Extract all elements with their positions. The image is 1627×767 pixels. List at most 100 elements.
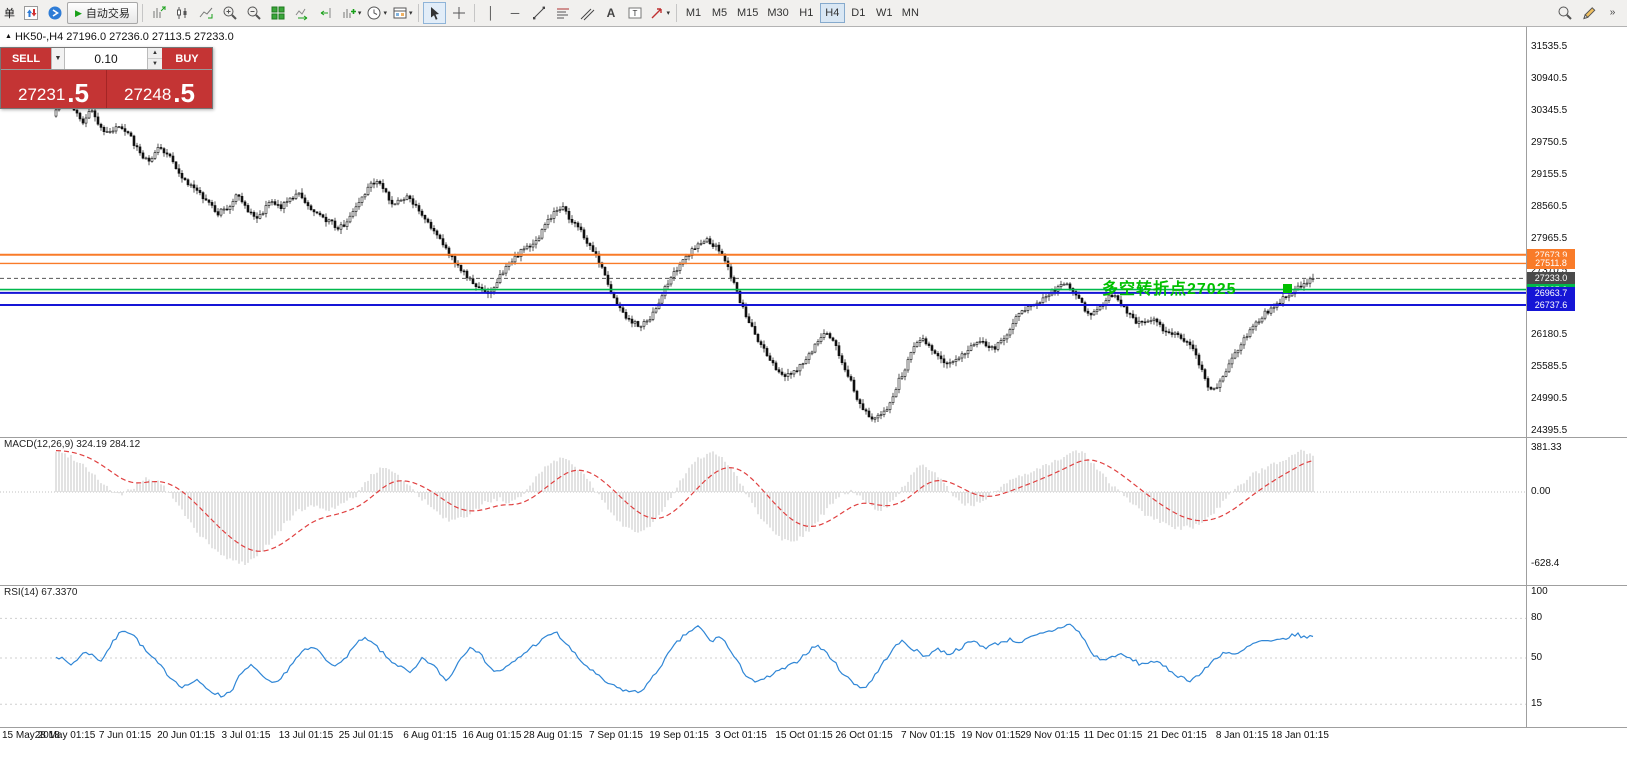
time-axis-label: 21 Dec 01:15 (1147, 730, 1207, 741)
toolbar-separator (675, 4, 677, 22)
level-price-tag: 27025.2 (1527, 283, 1575, 296)
search-button[interactable] (1553, 2, 1576, 24)
cursor-button[interactable] (423, 2, 447, 24)
dropdown-caret-icon: ▾ (666, 10, 670, 17)
bar-chart-button[interactable] (147, 2, 170, 24)
toolbar-separator (418, 4, 420, 22)
volume-decrease-button[interactable]: ▼ (148, 59, 162, 69)
sell-price-pips: .5 (67, 77, 89, 108)
candlestick-chart-button[interactable] (171, 2, 194, 24)
chart-shift-button[interactable] (315, 2, 338, 24)
expert-advisors-button[interactable] (43, 2, 66, 24)
time-axis-label: 28 Aug 01:15 (523, 730, 583, 741)
pivot-annotation-text[interactable]: 多空转折点27025 (1102, 281, 1237, 298)
rsi-axis-label: 15 (1531, 698, 1543, 710)
pencil-icon (1582, 7, 1595, 20)
macd-indicator-canvas[interactable] (0, 437, 1527, 585)
volume-increase-button[interactable]: ▲ (148, 48, 162, 59)
periods-button[interactable]: ▾ (364, 2, 389, 24)
auto-scroll-icon (296, 8, 308, 21)
macd-axis-label: 0.00 (1531, 486, 1551, 497)
time-axis-label: 20 Jun 01:15 (157, 730, 215, 741)
fibonacci-button[interactable] (551, 2, 574, 24)
time-axis-label: 3 Jul 01:15 (221, 730, 271, 741)
horizontal-line-button[interactable]: ─ (503, 2, 526, 24)
crosshair-button[interactable] (447, 2, 470, 24)
timeframe-h4[interactable]: H4 (819, 3, 845, 23)
timeframe-mn[interactable]: MN (898, 3, 923, 23)
timeframe-group: M1 M5 M15 M30 H1 H4 D1 W1 MN (681, 3, 923, 23)
tile-windows-icon (271, 6, 285, 20)
sell-price-button[interactable]: 27231.5 (1, 70, 107, 108)
line-chart-button[interactable] (195, 2, 218, 24)
cursor-icon (430, 7, 439, 20)
price-axis-label: 28560.5 (1531, 201, 1568, 212)
sell-button[interactable]: SELL (1, 48, 51, 69)
edit-button[interactable] (1577, 2, 1600, 24)
macd-signal-line (55, 450, 1314, 552)
text-label-icon: T (628, 7, 642, 19)
timeframe-h1[interactable]: H1 (794, 3, 819, 23)
equidistant-channel-button[interactable] (575, 2, 598, 24)
zoom-out-icon (247, 6, 262, 20)
search-icon (1558, 6, 1572, 20)
price-axis-label: 29750.5 (1531, 137, 1568, 148)
buy-price-button[interactable]: 27248.5 (107, 70, 212, 108)
time-axis-label: 8 Jan 01:15 (1215, 730, 1269, 741)
arrows-icon (651, 8, 663, 19)
macd-panel-separator[interactable] (0, 437, 1627, 438)
main-toolbar: 单 ▶ 自动交易 ▾ ▾ ▾ │ ─ A T ▾ M1 M5 M15 M30 H1 H4 D1… (0, 0, 1627, 27)
svg-text:T: T (633, 9, 638, 18)
toolbar-overflow-button[interactable]: » (1601, 2, 1624, 24)
macd-indicator-label: MACD(12,26,9) 324.19 284.12 (4, 439, 141, 450)
time-axis-label: 3 Oct 01:15 (715, 730, 767, 741)
rsi-line (55, 623, 1314, 698)
candlestick-chart-canvas[interactable] (0, 27, 1527, 437)
templates-icon (393, 7, 407, 19)
rsi-axis-label: 80 (1531, 612, 1543, 624)
timeframe-m1[interactable]: M1 (681, 3, 706, 23)
text-label-button[interactable]: T (623, 2, 646, 24)
vertical-line-button[interactable]: │ (479, 2, 502, 24)
chart-shift-icon (321, 8, 331, 18)
zoom-in-button[interactable] (219, 2, 242, 24)
new-order-button[interactable] (19, 2, 42, 24)
crosshair-icon (452, 7, 465, 19)
timeframe-w1[interactable]: W1 (872, 3, 897, 23)
timeframe-d1[interactable]: D1 (846, 3, 871, 23)
time-axis-label: 7 Nov 01:15 (901, 730, 955, 741)
price-axis-label: 24395.5 (1531, 425, 1568, 436)
auto-scroll-button[interactable] (291, 2, 314, 24)
tile-windows-button[interactable] (267, 2, 290, 24)
one-click-trading-panel: SELL ▼ ▲ ▼ BUY 27231.5 27248.5 (0, 47, 213, 109)
time-axis-label: 6 Aug 01:15 (403, 730, 457, 741)
sell-price: 27231 (18, 85, 66, 105)
indicators-button[interactable]: ▾ (339, 2, 364, 24)
volume-input[interactable] (65, 48, 147, 69)
level-price-tag: 26737.6 (1527, 299, 1575, 312)
time-axis-label: 13 Jul 01:15 (278, 730, 334, 741)
text-button[interactable]: A (599, 2, 622, 24)
trendline-button[interactable] (527, 2, 550, 24)
price-axis-label: 24990.5 (1531, 393, 1568, 404)
periods-clock-icon (367, 6, 381, 20)
buy-button[interactable]: BUY (162, 48, 212, 69)
toolbar-separator (141, 4, 143, 22)
timeframe-m5[interactable]: M5 (707, 3, 732, 23)
line-chart-icon (200, 7, 213, 19)
time-axis-label: 25 Jul 01:15 (338, 730, 394, 741)
timeframe-m30[interactable]: M30 (763, 3, 792, 23)
timeframe-m15[interactable]: M15 (733, 3, 762, 23)
time-axis-label: 18 Jan 01:15 (1271, 730, 1329, 741)
macd-axis-label: -628.4 (1531, 558, 1560, 570)
zoom-out-button[interactable] (243, 2, 266, 24)
macd-axis-label: 381.33 (1531, 442, 1562, 454)
dropdown-caret-icon: ▾ (357, 10, 362, 17)
rsi-indicator-canvas[interactable] (0, 585, 1527, 727)
vertical-line-icon: │ (487, 6, 495, 20)
arrows-button[interactable]: ▾ (647, 2, 672, 24)
volume-preset-dropdown[interactable]: ▼ (51, 48, 65, 69)
rsi-panel-separator[interactable] (0, 585, 1627, 586)
autotrading-button[interactable]: ▶ 自动交易 (67, 2, 138, 24)
templates-button[interactable]: ▾ (390, 2, 415, 24)
